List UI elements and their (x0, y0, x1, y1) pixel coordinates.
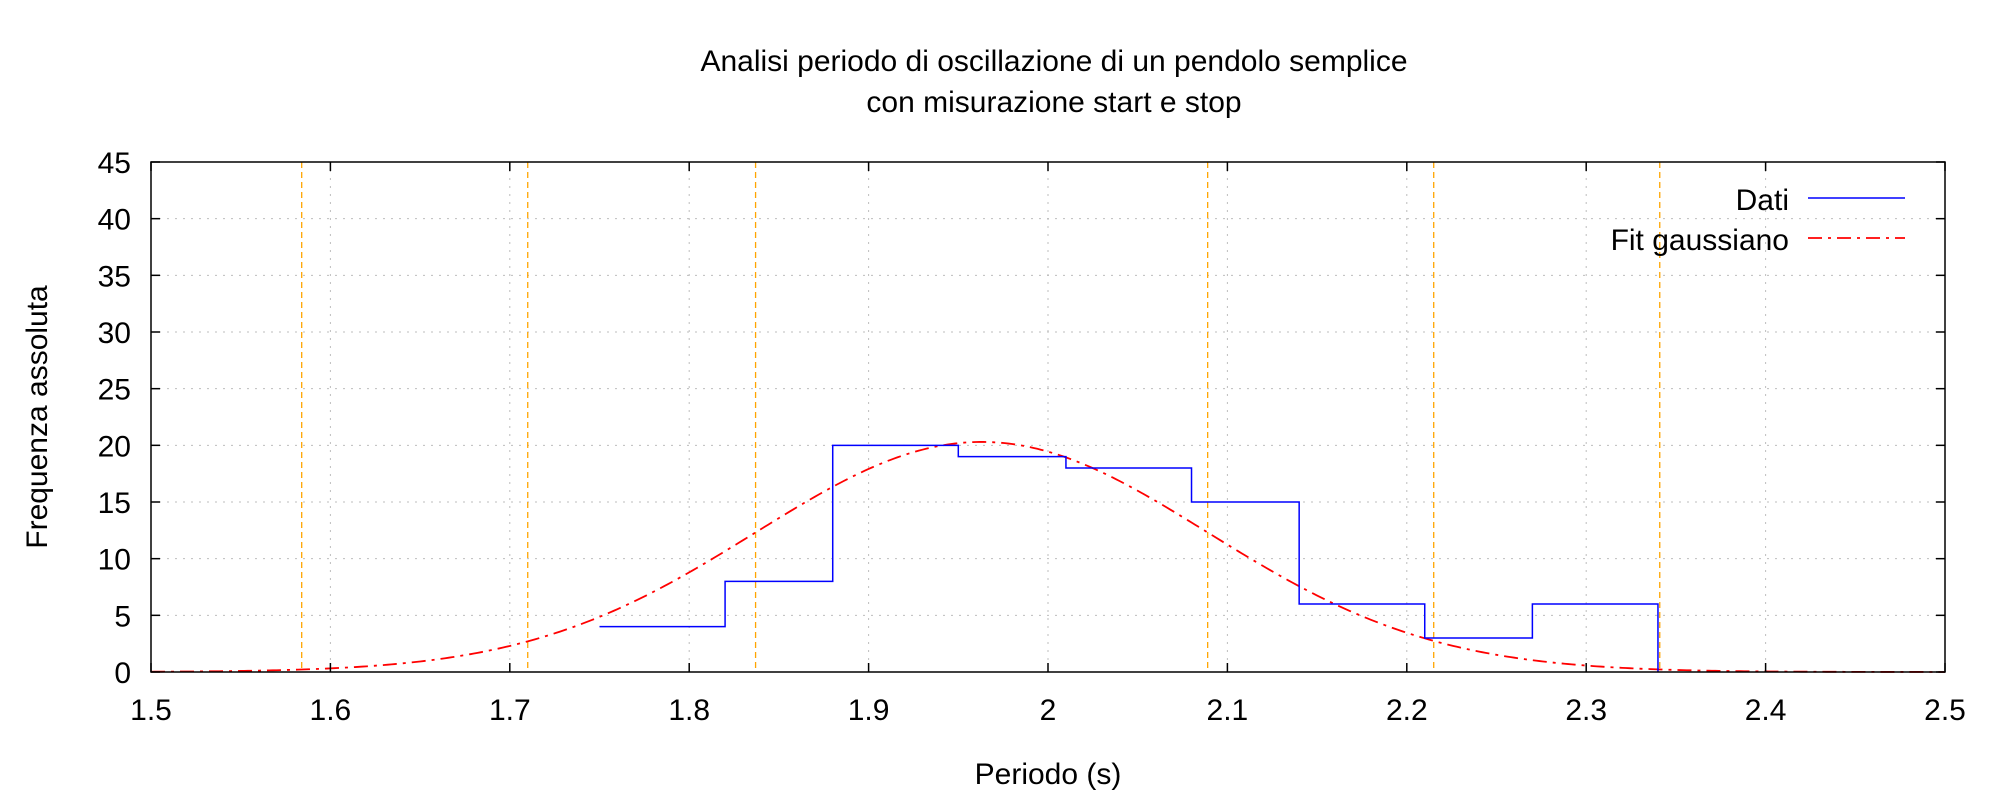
y-tick-label: 30 (98, 317, 131, 350)
x-axis-ticks: 1.5 1.6 1.7 1.8 1.9 2 2.1 2.2 2.3 2.4 2.5 (130, 162, 1966, 727)
histogram-bin (1425, 638, 1533, 672)
x-tick-label: 2.1 (1207, 694, 1249, 727)
x-tick-label: 2.5 (1924, 694, 1966, 727)
y-tick-label: 20 (98, 430, 131, 463)
histogram-bin (725, 581, 833, 672)
grid (151, 162, 1945, 672)
histogram-bin (1066, 468, 1192, 672)
y-axis-ticks: 0 5 10 15 20 25 30 35 40 45 (98, 147, 1945, 690)
x-tick-label: 2.2 (1386, 694, 1428, 727)
y-tick-label: 35 (98, 260, 131, 293)
y-tick-label: 15 (98, 487, 131, 520)
chart-title-line-2: con misurazione start e stop (866, 86, 1241, 119)
histogram-step-line (599, 444, 1659, 672)
x-tick-label: 1.7 (489, 694, 531, 727)
histogram-bin (833, 445, 959, 672)
x-tick-label: 2 (1040, 694, 1057, 727)
histogram-bin (600, 627, 726, 672)
y-tick-label: 5 (114, 600, 131, 633)
reference-lines (301, 162, 1661, 672)
x-tick-label: 2.3 (1565, 694, 1607, 727)
gaussian-fit-curve (150, 441, 1945, 673)
y-tick-label: 40 (98, 204, 131, 237)
x-axis-label: Periodo (s) (975, 758, 1122, 791)
chart-title-line-1: Analisi periodo di oscillazione di un pe… (700, 45, 1407, 78)
chart-title: Analisi periodo di oscillazione di un pe… (700, 45, 1407, 119)
legend-label-dati: Dati (1736, 184, 1789, 217)
legend-label-fit-gaussiano: Fit gaussiano (1611, 224, 1789, 257)
x-tick-label: 1.5 (130, 694, 172, 727)
x-tick-label: 2.4 (1745, 694, 1787, 727)
x-tick-label: 1.8 (668, 694, 710, 727)
y-tick-label: 0 (114, 657, 131, 690)
y-axis-label: Frequenza assoluta (21, 285, 54, 549)
x-tick-label: 1.6 (310, 694, 352, 727)
series-layer (150, 441, 1945, 673)
y-tick-label: 25 (98, 374, 131, 407)
histogram-bin (1299, 604, 1425, 672)
histogram-bin (1532, 604, 1658, 672)
histogram-bin (958, 457, 1066, 672)
y-tick-label: 10 (98, 544, 131, 577)
legend: Dati Fit gaussiano (1611, 184, 1905, 257)
y-tick-label: 45 (98, 147, 131, 180)
histogram-bin (1192, 502, 1300, 672)
x-tick-label: 1.9 (848, 694, 890, 727)
